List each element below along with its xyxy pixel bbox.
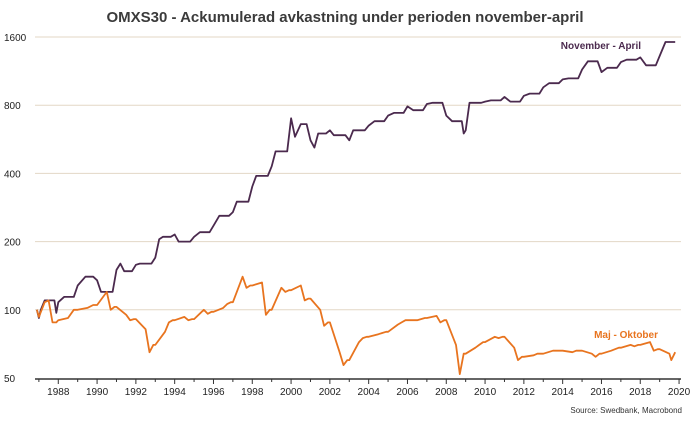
x-tick-label: 2016 bbox=[590, 387, 613, 398]
x-tick-label: 2008 bbox=[435, 387, 458, 398]
series-label-november-april: November - April bbox=[561, 41, 641, 52]
series-label-maj-oktober: Maj - Oktober bbox=[594, 330, 658, 341]
y-axis-ticks: 50 100 200 400 800 1600 bbox=[4, 33, 27, 385]
x-tick-label: 2004 bbox=[358, 387, 381, 398]
x-tick-label: 1994 bbox=[164, 387, 187, 398]
series-group bbox=[36, 41, 677, 375]
gridlines bbox=[35, 36, 681, 311]
y-tick-label: 400 bbox=[4, 169, 21, 180]
x-tick-label: 2010 bbox=[474, 387, 497, 398]
x-tick-label: 2006 bbox=[396, 387, 419, 398]
source-note: Source: Swedbank, Macrobond bbox=[570, 406, 682, 415]
x-tick-label: 2002 bbox=[319, 387, 342, 398]
y-tick-label: 100 bbox=[4, 306, 21, 317]
y-tick-label: 200 bbox=[4, 238, 21, 249]
chart-title: OMXS30 - Ackumulerad avkastning under pe… bbox=[106, 9, 583, 26]
x-tick-label: 1988 bbox=[47, 387, 70, 398]
x-axis: 1988 1990 1992 1994 1996 1998 2000 2002 2004 2006… bbox=[35, 378, 690, 398]
x-tick-label: 2018 bbox=[629, 387, 652, 398]
y-tick-label: 800 bbox=[4, 101, 21, 112]
x-tick-label: 2000 bbox=[280, 387, 303, 398]
y-tick-label: 50 bbox=[4, 374, 16, 385]
x-tick-label: 2012 bbox=[513, 387, 536, 398]
x-tick-label: 2020 bbox=[668, 387, 690, 398]
series-line-november-april bbox=[36, 41, 676, 319]
series-line-maj-oktober bbox=[36, 275, 677, 375]
x-tick-label: 1996 bbox=[202, 387, 225, 398]
y-tick-label: 1600 bbox=[4, 33, 27, 44]
x-tick-label: 1992 bbox=[125, 387, 148, 398]
x-tick-label: 1990 bbox=[86, 387, 109, 398]
x-tick-label: 2014 bbox=[552, 387, 575, 398]
x-tick-label: 1998 bbox=[241, 387, 264, 398]
